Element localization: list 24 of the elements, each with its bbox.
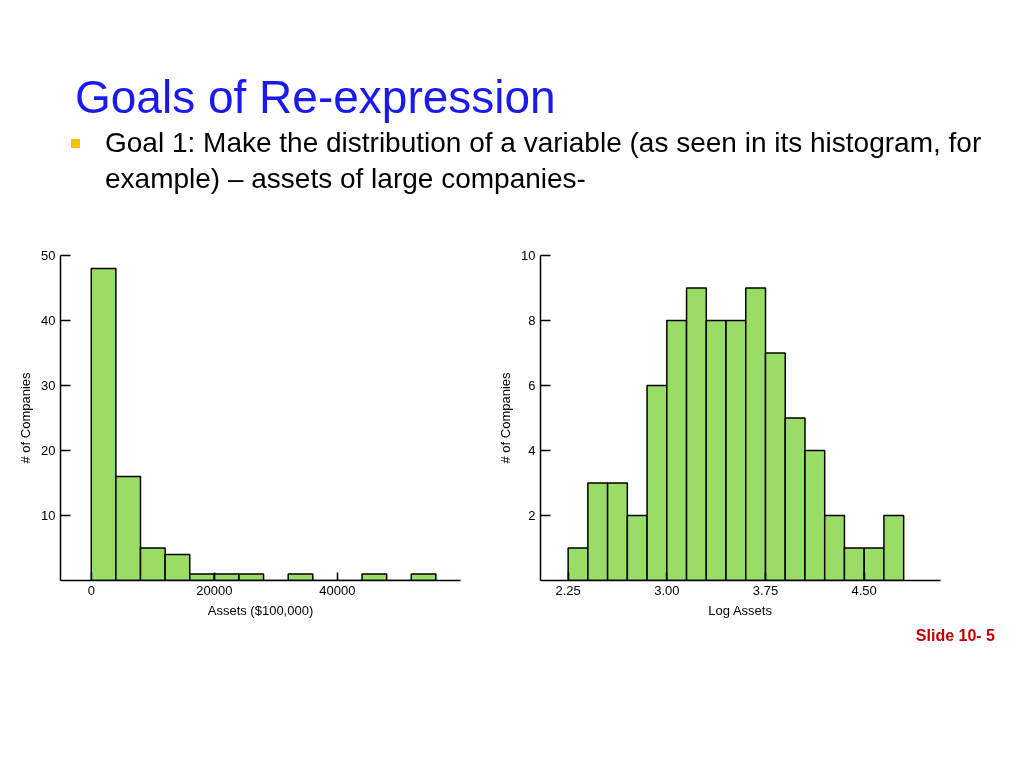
x-tick-label: 3.75: [752, 582, 779, 598]
x-tick-label: 4.50: [851, 582, 877, 598]
chart-title: Goals of Re-expression: [75, 71, 556, 123]
y-tick-label: 20: [41, 443, 56, 458]
y-tick-label: 8: [528, 313, 536, 328]
y-tick-label: 2: [528, 508, 536, 523]
y-tick-label: 10: [521, 248, 536, 263]
x-tick-label: 3.00: [654, 582, 680, 598]
text: Slide 10- 5: [914, 626, 995, 646]
y-tick-label: 50: [41, 248, 56, 263]
y-axis-title: # of Companies: [18, 371, 34, 464]
text: Goal 1: Make the distribution of a variable (as seen in its histogram, for example) – assets of large companies-: [105, 126, 983, 196]
x-axis-title: Log Assets: [708, 602, 773, 618]
y-tick-label: 6: [528, 378, 536, 393]
y-tick-label: 40: [41, 313, 56, 328]
x-axis-title: Assets ($100,000): [207, 602, 314, 618]
y-axis-title: # of Companies: [498, 371, 514, 464]
x-tick-label: 20000: [196, 582, 233, 598]
y-tick-label: 10: [41, 508, 56, 523]
y-tick-label: 4: [528, 443, 536, 458]
x-tick-label: 40000: [319, 582, 356, 598]
x-tick-label: 0: [87, 582, 95, 598]
x-tick-label: 2.25: [555, 582, 581, 598]
y-tick-label: 30: [41, 378, 56, 393]
